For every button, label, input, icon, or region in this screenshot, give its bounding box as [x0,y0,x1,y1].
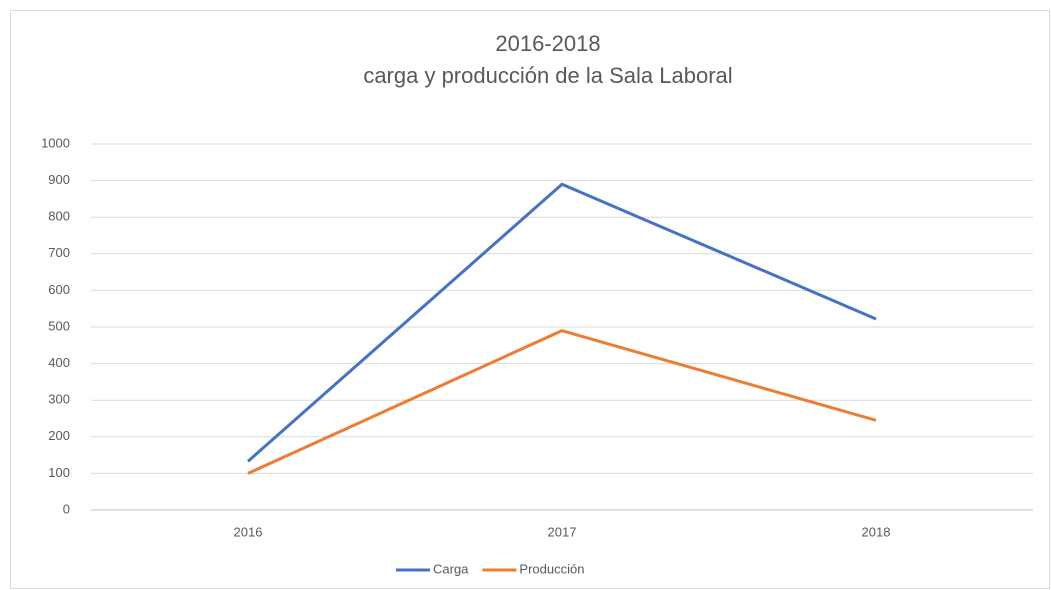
y-tick-label: 500 [48,318,70,333]
x-tick-label: 2018 [862,524,891,539]
x-tick-label: 2016 [234,524,263,539]
y-tick-label: 700 [48,245,70,260]
y-tick-label: 0 [63,501,70,516]
y-tick-label: 100 [48,465,70,480]
legend-label: Carga [433,561,469,576]
y-tick-label: 900 [48,172,70,187]
y-tick-label: 800 [48,209,70,224]
series-line [247,329,877,475]
legend-label: Producción [519,561,584,576]
y-tick-label: 200 [48,428,70,443]
chart-title: 2016-2018 [495,31,600,56]
y-tick-label: 1000 [41,135,70,150]
y-tick-label: 300 [48,392,70,407]
x-tick-label: 2017 [548,524,577,539]
chart-frame [10,10,1050,589]
y-tick-label: 600 [48,282,70,297]
chart-subtitle: carga y producción de la Sala Laboral [363,63,732,88]
y-tick-label: 400 [48,355,70,370]
series-line [247,182,877,463]
